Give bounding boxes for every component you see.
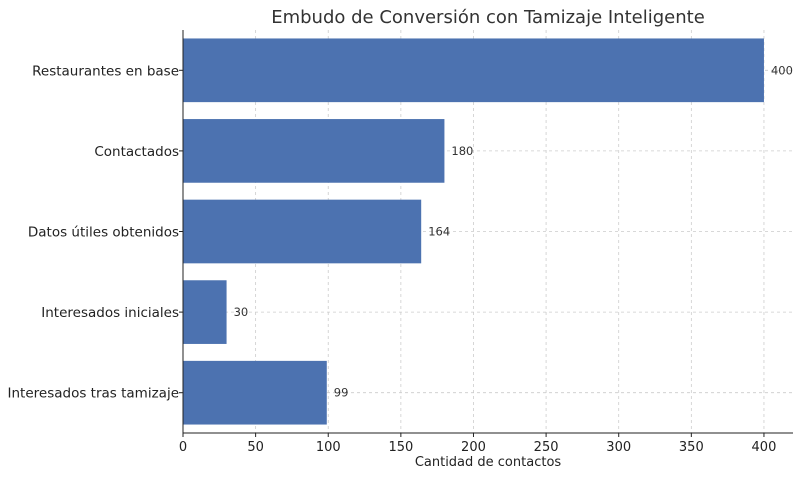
tick-layer: 0 50 100 150 200 250 300 350 400 <box>179 69 777 455</box>
x-tick-label: 200 <box>461 440 486 455</box>
category-label: Datos útiles obtenidos <box>28 225 179 241</box>
x-tick-label: 0 <box>179 440 187 455</box>
data-label: 180 <box>451 144 473 158</box>
label-layer: Restaurantes en base 400 Contactados 180 Dat… <box>8 63 793 401</box>
x-tick-label: 100 <box>316 440 341 455</box>
category-label: Restaurantes en base <box>32 63 179 79</box>
x-tick-label: 50 <box>247 440 264 455</box>
x-tick-label: 300 <box>606 440 631 455</box>
category-label: Interesados tras tamizaje <box>8 386 179 402</box>
data-label: 400 <box>771 63 793 77</box>
chart-title: Embudo de Conversión con Tamizaje Inteli… <box>271 7 705 28</box>
x-tick-label: 400 <box>752 440 777 455</box>
bar <box>183 280 227 344</box>
bar <box>183 38 764 103</box>
data-label: 164 <box>428 225 450 239</box>
data-label: 30 <box>234 305 249 319</box>
bar <box>183 360 327 425</box>
x-axis-label: Cantidad de contactos <box>415 455 562 470</box>
category-label: Interesados iniciales <box>41 305 179 321</box>
x-tick-label: 150 <box>388 440 413 455</box>
category-label: Contactados <box>94 144 179 160</box>
data-label: 99 <box>334 386 349 400</box>
x-tick-label: 350 <box>679 440 704 455</box>
bar-layer <box>183 38 764 425</box>
bar <box>183 199 422 264</box>
bar <box>183 119 445 183</box>
x-tick-label: 250 <box>534 440 559 455</box>
